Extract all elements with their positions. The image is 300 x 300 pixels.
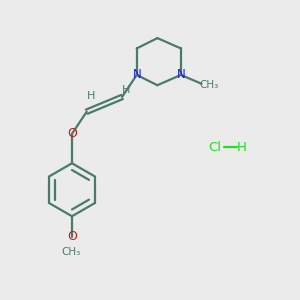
Text: N: N bbox=[132, 68, 141, 81]
Text: CH₃: CH₃ bbox=[199, 80, 218, 90]
Text: H: H bbox=[236, 141, 246, 154]
Text: H: H bbox=[87, 91, 95, 100]
Text: H: H bbox=[122, 85, 130, 94]
Text: CH₃: CH₃ bbox=[61, 247, 80, 256]
Text: O: O bbox=[67, 230, 77, 243]
Text: O: O bbox=[67, 127, 77, 140]
Text: Cl: Cl bbox=[208, 141, 221, 154]
Text: N: N bbox=[176, 68, 185, 81]
